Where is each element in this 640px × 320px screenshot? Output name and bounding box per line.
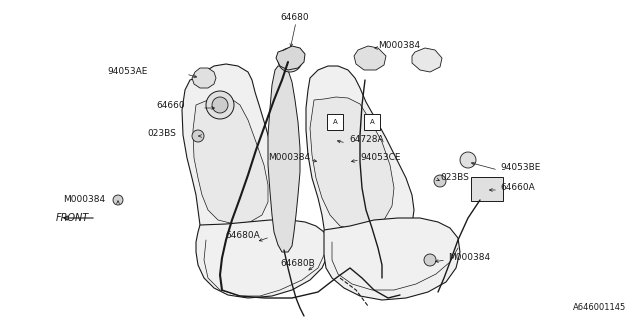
Polygon shape [182, 64, 280, 245]
Text: 64728A: 64728A [349, 135, 383, 145]
Polygon shape [193, 97, 268, 224]
Circle shape [460, 152, 476, 168]
Text: M000384: M000384 [63, 196, 105, 204]
FancyBboxPatch shape [327, 114, 343, 130]
Text: M000384: M000384 [448, 253, 490, 262]
Circle shape [434, 175, 446, 187]
Text: 023BS: 023BS [440, 173, 469, 182]
Circle shape [206, 91, 234, 119]
Text: 64660A: 64660A [500, 183, 535, 193]
Polygon shape [310, 97, 394, 230]
Text: 94053BE: 94053BE [500, 164, 540, 172]
Polygon shape [306, 66, 414, 256]
Circle shape [284, 54, 296, 66]
Text: 64680A: 64680A [225, 230, 260, 239]
FancyBboxPatch shape [364, 114, 380, 130]
Polygon shape [268, 66, 300, 252]
Text: FRONT: FRONT [56, 213, 88, 223]
Text: 94053CE: 94053CE [360, 154, 401, 163]
Circle shape [113, 195, 123, 205]
Polygon shape [412, 48, 442, 72]
Circle shape [192, 130, 204, 142]
Polygon shape [192, 68, 216, 88]
Text: 94053AE: 94053AE [108, 68, 148, 76]
Text: 64680B: 64680B [280, 259, 315, 268]
Polygon shape [324, 218, 460, 300]
Polygon shape [276, 46, 305, 70]
Text: A646001145: A646001145 [573, 303, 627, 313]
Text: M000384: M000384 [378, 41, 420, 50]
Circle shape [212, 97, 228, 113]
Polygon shape [354, 46, 386, 70]
Text: 64660: 64660 [156, 100, 185, 109]
Circle shape [278, 48, 302, 72]
Text: 023BS: 023BS [147, 129, 176, 138]
Polygon shape [196, 220, 328, 298]
FancyBboxPatch shape [471, 177, 503, 201]
Text: M000384: M000384 [268, 154, 310, 163]
Text: A: A [370, 119, 374, 125]
Circle shape [424, 254, 436, 266]
Text: 64680: 64680 [281, 13, 309, 22]
Text: A: A [333, 119, 337, 125]
